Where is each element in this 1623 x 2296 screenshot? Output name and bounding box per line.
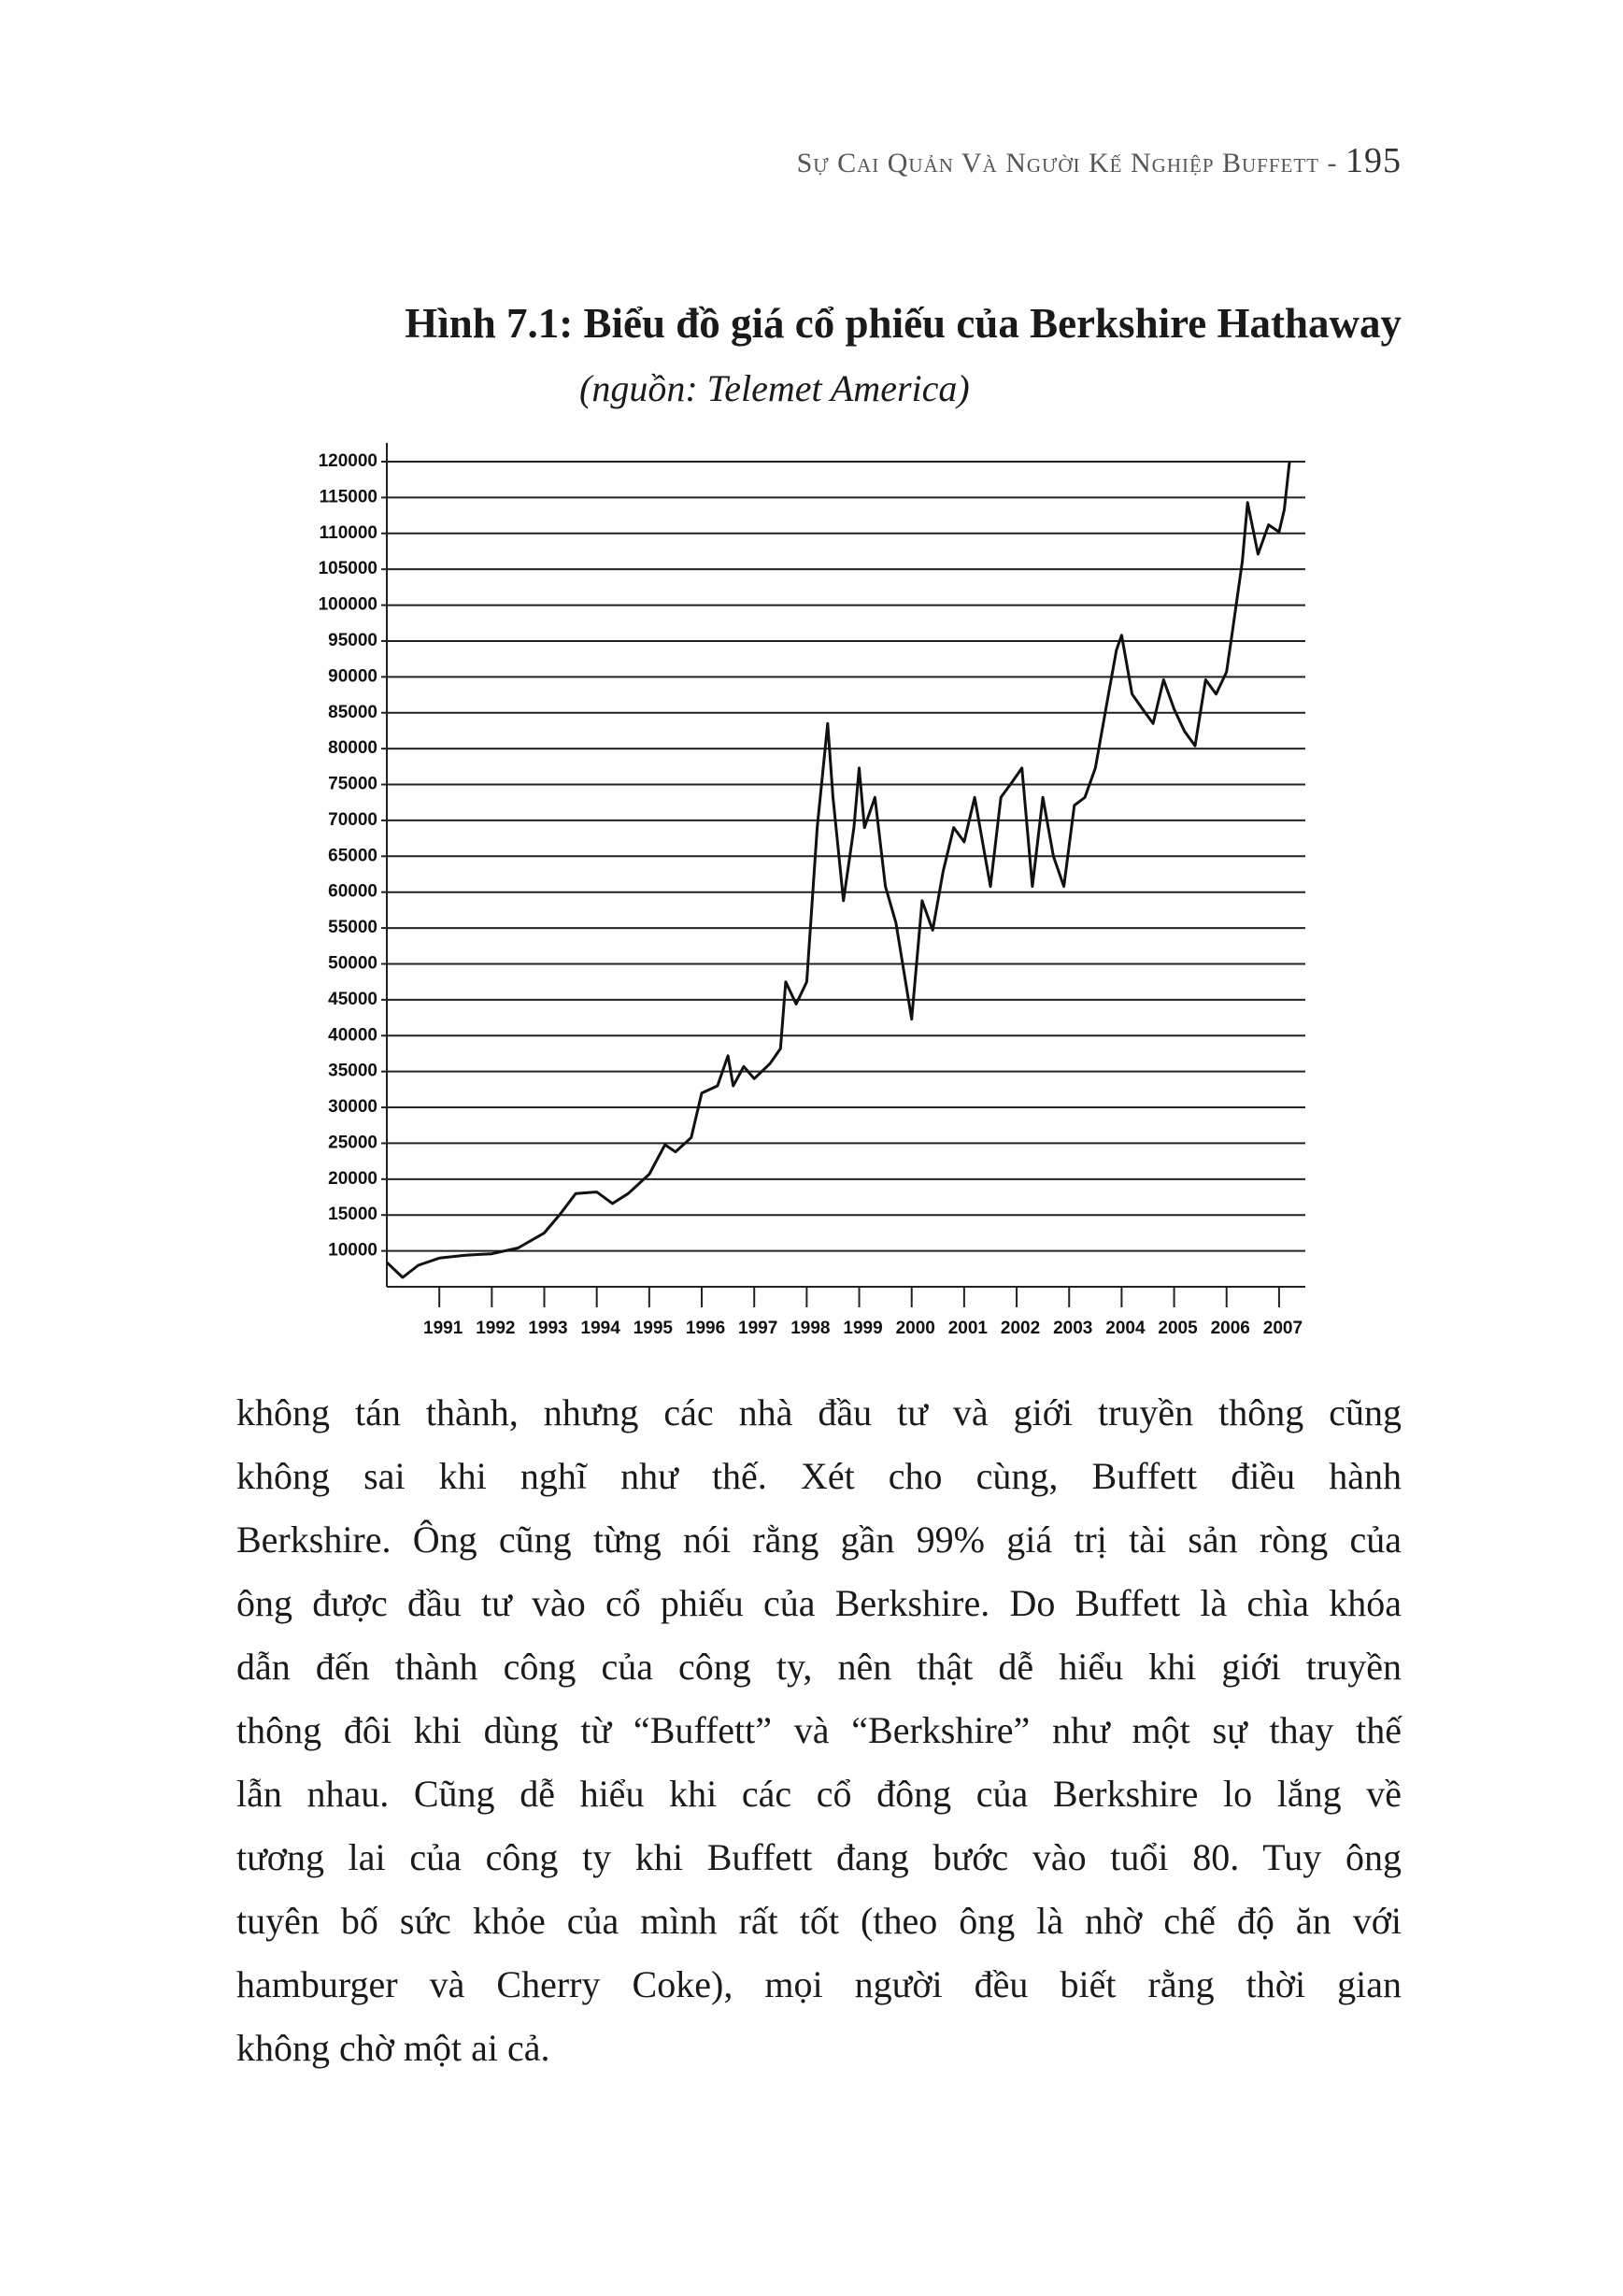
text-line: không sai khi nghĩ như thế. Xét cho cùng…: [236, 1455, 1402, 1497]
x-tick-label: 1996: [686, 1319, 725, 1338]
x-tick-label: 1995: [634, 1319, 674, 1338]
x-tick-label: 1992: [476, 1319, 515, 1338]
y-tick-label: 30000: [328, 1097, 377, 1117]
y-tick-label: 95000: [328, 631, 377, 650]
y-tick-label: 25000: [328, 1133, 377, 1152]
text-line: tuyên bố sức khỏe của mình rất tốt (theo…: [236, 1900, 1402, 1942]
text-line: Berkshire. Ông cũng từng nói rằng gần 99…: [236, 1519, 1402, 1561]
y-tick-label: 75000: [328, 775, 377, 794]
y-tick-label: 10000: [328, 1241, 377, 1261]
chart: 10000 15000 20000 25000 30000 35000 40000 45000…: [319, 443, 1305, 1338]
y-tick-label: 15000: [328, 1205, 377, 1224]
x-tick-label: 2003: [1053, 1319, 1092, 1338]
y-tick-label: 60000: [328, 882, 377, 902]
y-tick-label: 20000: [328, 1169, 377, 1189]
x-tick-label: 1999: [843, 1319, 882, 1338]
y-tick-label: 55000: [328, 918, 377, 937]
y-tick-label: 70000: [328, 810, 377, 830]
y-tick-label: 65000: [328, 846, 377, 865]
y-tick-label: 115000: [320, 487, 377, 506]
y-tick-label: 80000: [328, 738, 377, 758]
y-tick-label: 40000: [328, 1025, 377, 1045]
y-tick-label: 50000: [328, 953, 377, 973]
text-line: tương lai của công ty khi Buffett đang b…: [236, 1836, 1402, 1878]
price-line: [385, 461, 1291, 1279]
y-tick-label: 90000: [328, 666, 377, 686]
text-line: không chờ một ai cả.: [236, 2027, 550, 2069]
running-title: Sự Cai Quản Và Người Kế Nghiệp Buffett -: [796, 148, 1338, 178]
y-tick-label: 35000: [328, 1062, 377, 1081]
x-tick-label: 2002: [1001, 1319, 1040, 1338]
x-tick-label: 1993: [528, 1319, 567, 1338]
y-tick-label: 105000: [319, 559, 377, 578]
x-tick-label: 2000: [896, 1319, 935, 1338]
y-tick-label: 85000: [328, 703, 377, 722]
figure-source: (nguồn: Telemet America): [579, 367, 970, 409]
y-tick-label: 120000: [319, 451, 377, 471]
y-tick-label: 100000: [319, 595, 377, 615]
text-line: dẫn đến thành công của công ty, nên thật…: [236, 1646, 1402, 1688]
y-tick-label: 110000: [320, 523, 377, 543]
text-line: không tán thành, nhưng các nhà đầu tư và…: [236, 1391, 1402, 1433]
text-line: hamburger và Cherry Coke), mọi người đều…: [236, 1963, 1402, 2005]
x-tick-label: 2001: [948, 1319, 989, 1338]
x-tick-label: 1998: [790, 1319, 830, 1338]
x-tick-label: 1994: [581, 1319, 621, 1338]
text-line: lẫn nhau. Cũng dễ hiểu khi các cổ đông c…: [236, 1773, 1402, 1815]
text-line: ông được đầu tư vào cổ phiếu của Berkshi…: [236, 1582, 1402, 1624]
x-tick-label: 1997: [738, 1319, 777, 1338]
y-tick-label: 45000: [328, 990, 377, 1009]
text-line: thông đôi khi dùng từ “Buffett” và “Berk…: [236, 1709, 1402, 1751]
x-tick-label: 2005: [1158, 1319, 1198, 1338]
running-header: Sự Cai Quản Và Người Kế Nghiệp Buffett -…: [797, 140, 1402, 181]
x-tick-label: 1991: [423, 1319, 463, 1338]
body-text: không tán thành, nhưng các nhà đầu tư và…: [236, 1381, 1402, 2080]
figure-title: Hình 7.1: Biểu đồ giá cổ phiếu của Berks…: [405, 300, 1402, 347]
x-tick-label: 2004: [1105, 1319, 1146, 1338]
page-number: 195: [1345, 141, 1402, 180]
x-tick-label: 2006: [1211, 1319, 1250, 1338]
x-tick-label: 2007: [1263, 1319, 1303, 1338]
